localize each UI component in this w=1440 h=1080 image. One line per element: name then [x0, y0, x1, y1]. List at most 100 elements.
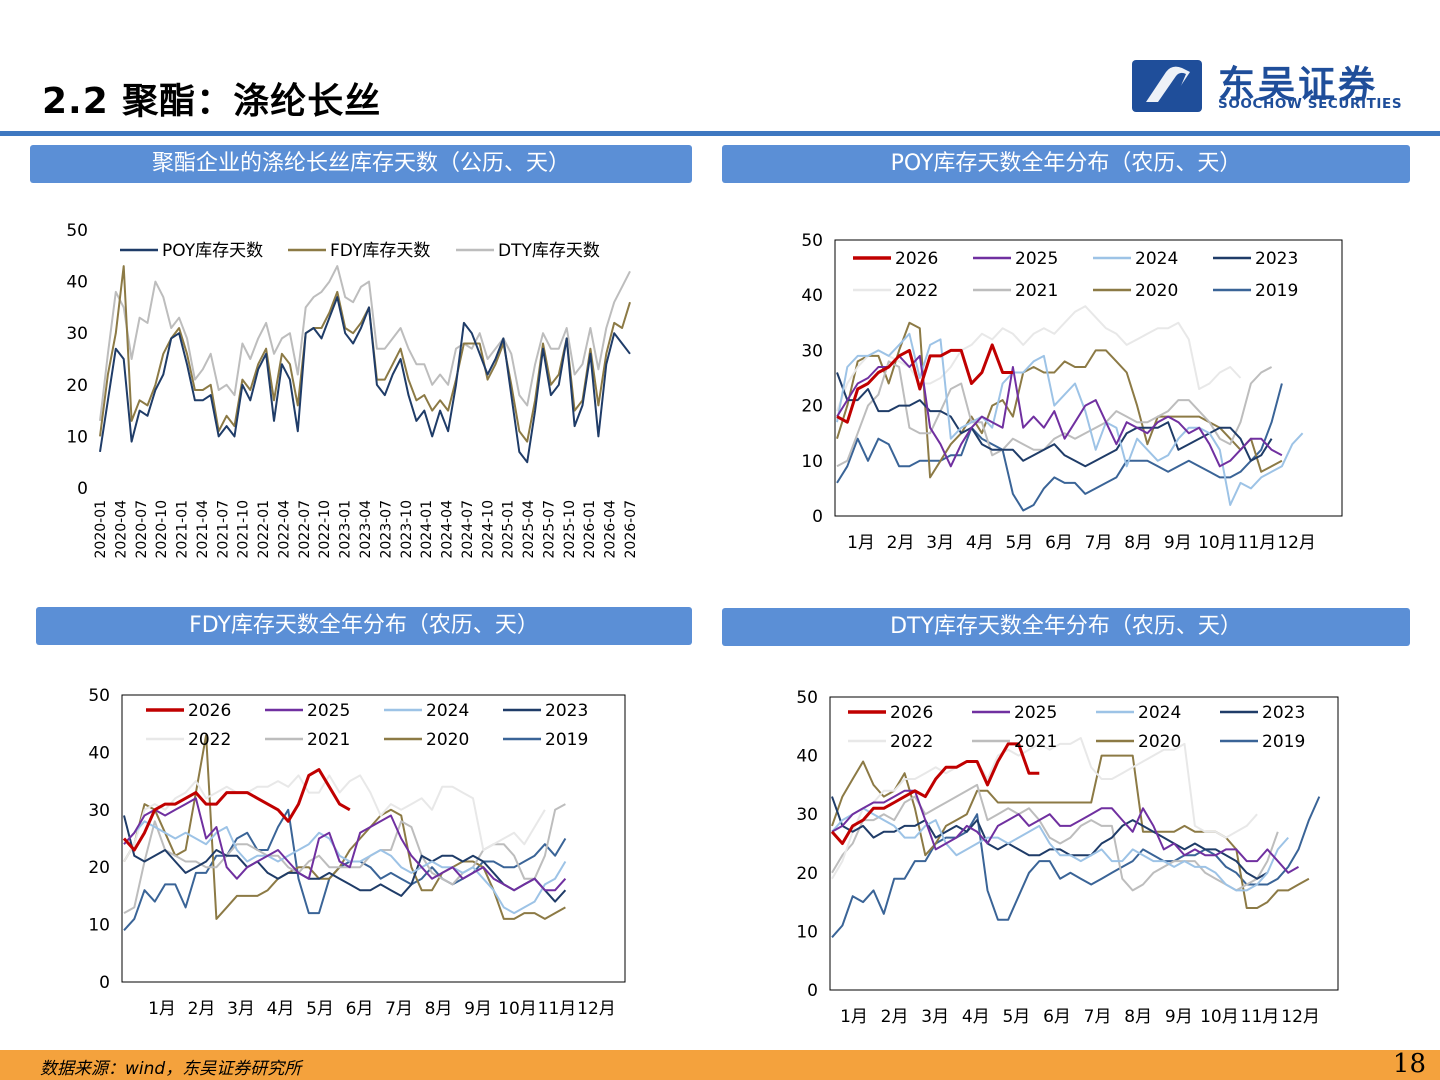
y-tick-label: 40	[66, 273, 88, 293]
y-tick-label: 30	[88, 801, 110, 821]
x-tick-label: 12月	[1277, 533, 1316, 553]
series-line-2024	[123, 820, 567, 915]
series-line-POY库存天数	[99, 296, 631, 464]
legend-label: 2020	[426, 730, 469, 750]
brand-logo: 东吴证券 SOOCHOW SECURITIES	[1132, 58, 1422, 116]
x-tick-label: 11月	[538, 999, 577, 1019]
legend-label: 2021	[1015, 281, 1058, 301]
x-tick-label: 3月	[921, 1007, 949, 1027]
chart-dty-seasonal: 0 10 20 30 40 50 1月 2月 3月 4月 5月 6月 7月 8月 9月 10月 11月 12月 20…	[796, 688, 1339, 1027]
series-line-2019	[831, 796, 1321, 938]
x-tick-label: 2020-01	[93, 500, 109, 559]
x-tick-label: 9月	[464, 999, 492, 1019]
series-line-2026	[122, 768, 351, 852]
x-tick-label: 2024-04	[440, 500, 456, 559]
legend-label: 2025	[307, 701, 350, 721]
series-line-DTY库存天数	[99, 265, 631, 422]
y-tick-label: 10	[801, 452, 823, 472]
series-line-2021	[836, 360, 1273, 468]
x-tick-label: 12月	[577, 999, 616, 1019]
series-line-2023	[831, 796, 1268, 880]
x-tick-label: 2023-07	[378, 500, 394, 559]
panel-title-dty: DTY库存天数全年分布（农历、天）	[722, 608, 1410, 646]
series-line-2025	[123, 797, 567, 892]
y-tick-label: 20	[88, 858, 110, 878]
y-tick-label: 0	[812, 507, 823, 527]
header-divider	[0, 131, 1440, 136]
panel-title-filament-inventory: 聚酯企业的涤纶长丝库存天数（公历、天）	[30, 145, 692, 183]
series-line-2025	[836, 354, 1283, 468]
soochow-logo-icon	[1132, 60, 1202, 112]
series-line-2023	[123, 815, 567, 903]
legend-label: 2022	[895, 281, 938, 301]
legend-label: 2021	[1014, 732, 1057, 752]
x-tick-label: 2月	[188, 999, 216, 1019]
x-tick-label: 4月	[966, 533, 994, 553]
brand-name-en: SOOCHOW SECURITIES	[1218, 96, 1403, 112]
legend-label: 2026	[188, 701, 231, 721]
legend-label: 2020	[1138, 732, 1181, 752]
x-tick-label: 3月	[227, 999, 255, 1019]
series-line-2021	[831, 783, 1279, 892]
x-tick-label: 2025-01	[501, 500, 517, 559]
legend-label: 2025	[1014, 703, 1057, 723]
x-tick-label: 2024-01	[419, 500, 435, 559]
x-tick-label: 6月	[1045, 533, 1073, 553]
legend-label: 2025	[1015, 249, 1058, 269]
legend-label: FDY库存天数	[330, 241, 430, 261]
chart-fdy-seasonal: 0 10 20 30 40 50 1月 2月 3月 4月 5月 6月 7月 8月 9月 10月 11月 12月 20…	[88, 686, 626, 1019]
x-tick-label: 2026-01	[582, 500, 598, 559]
legend-label: 2023	[545, 701, 588, 721]
legend-label: DTY库存天数	[498, 241, 600, 261]
series-line-2022	[123, 774, 546, 863]
legend-label: 2020	[1135, 281, 1178, 301]
legend-label: 2019	[545, 730, 588, 750]
legend-label: POY库存天数	[162, 241, 263, 261]
y-tick-label: 10	[796, 922, 818, 942]
y-tick-label: 40	[801, 286, 823, 306]
x-tick-label: 2022-01	[256, 500, 272, 559]
x-tick-label: 5月	[306, 999, 334, 1019]
legend-label: 2019	[1255, 281, 1298, 301]
x-tick-label: 8月	[1124, 1007, 1152, 1027]
x-tick-label: 5月	[1002, 1007, 1030, 1027]
x-tick-label: 2021-07	[215, 500, 231, 559]
x-tick-label: 4月	[267, 999, 295, 1019]
y-tick-label: 50	[801, 231, 823, 251]
x-tick-label: 2022-04	[276, 500, 292, 559]
x-tick-label: 11月	[1241, 1007, 1280, 1027]
y-tick-label: 10	[66, 427, 88, 447]
x-tick-label: 2023-01	[338, 500, 354, 559]
plot-area-frame	[834, 239, 1343, 517]
x-tick-label: 1月	[148, 999, 176, 1019]
y-tick-label: 30	[796, 805, 818, 825]
data-source-note: 数据来源：wind，东吴证券研究所	[40, 1059, 302, 1079]
x-tick-label: 2020-04	[113, 500, 129, 559]
legend-label: 2023	[1262, 703, 1305, 723]
chart-poy-seasonal: 0 10 20 30 40 50 1月 2月 3月 4月 5月 6月 7月 8月 9月 10月 11月 12月 20…	[801, 231, 1343, 553]
plot-area-frame	[121, 694, 626, 983]
x-tick-label: 6月	[1043, 1007, 1071, 1027]
x-tick-label: 3月	[926, 533, 954, 553]
series-line-2019	[836, 383, 1283, 512]
panel-title-fdy: FDY库存天数全年分布（农历、天）	[36, 607, 692, 645]
y-tick-label: 40	[88, 743, 110, 763]
x-tick-label: 12月	[1281, 1007, 1320, 1027]
x-tick-label: 10月	[1198, 533, 1237, 553]
x-tick-label: 11月	[1238, 533, 1277, 553]
y-tick-label: 20	[801, 397, 823, 417]
legend-label: 2024	[1138, 703, 1181, 723]
x-tick-label: 2024-10	[480, 500, 496, 559]
legend-label: 2023	[1255, 249, 1298, 269]
x-tick-label: 2月	[887, 533, 915, 553]
series-line-2024	[836, 332, 1304, 506]
x-tick-label: 2026-04	[603, 500, 619, 559]
x-tick-label: 2025-04	[521, 500, 537, 559]
x-tick-label: 2022-07	[297, 500, 313, 559]
x-tick-label: 2021-10	[236, 500, 252, 559]
x-tick-label: 9月	[1165, 1007, 1193, 1027]
x-tick-label: 9月	[1164, 533, 1192, 553]
y-tick-label: 30	[801, 341, 823, 361]
page-number: 18	[1392, 1049, 1426, 1079]
x-tick-label: 1月	[847, 533, 875, 553]
